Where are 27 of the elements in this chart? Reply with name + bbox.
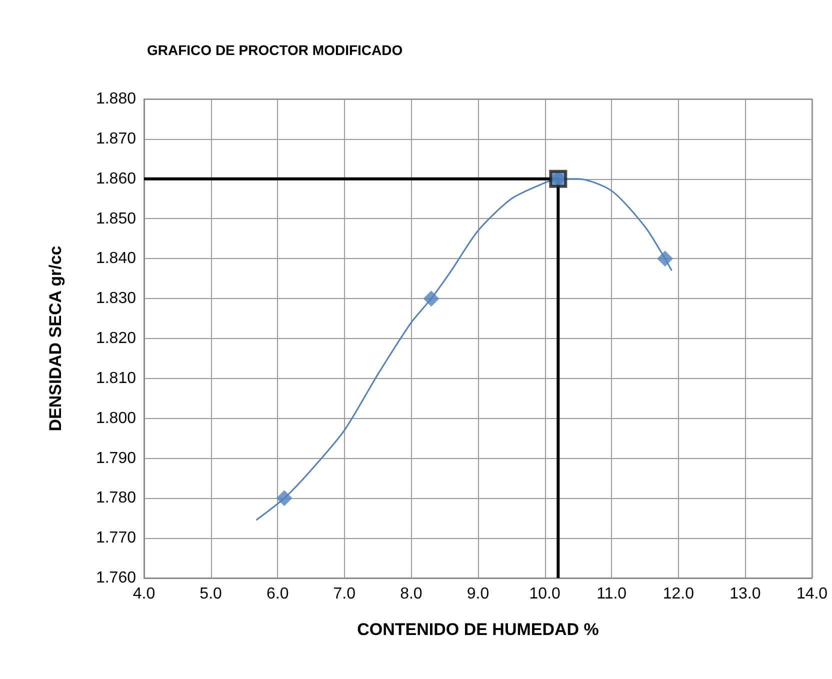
y-tick-label: 1.880 (96, 90, 136, 108)
y-axis-title: DENSIDAD SECA gr/cc (46, 246, 65, 432)
y-tick-label: 1.810 (96, 370, 136, 387)
y-tick-label: 1.860 (96, 170, 136, 188)
y-tick-label: 1.770 (96, 530, 136, 547)
x-tick-label: 12.0 (662, 586, 694, 602)
y-tick-label: 1.820 (96, 330, 136, 347)
x-tick-label: 4.0 (132, 586, 156, 602)
y-tick-label: 1.850 (96, 210, 136, 228)
x-tick-label: 11.0 (596, 586, 627, 602)
y-tick-label: 1.800 (96, 410, 136, 427)
x-tick-label: 6.0 (266, 586, 289, 602)
x-tick-label: 5.0 (200, 586, 222, 602)
x-axis-title: CONTENIDO DE HUMEDAD % (357, 620, 599, 639)
chart-title: GRAFICO DE PROCTOR MODIFICADO (147, 42, 403, 58)
y-tick-label: 1.840 (96, 250, 136, 268)
y-tick-label: 1.790 (96, 450, 136, 467)
y-tick-label: 1.830 (96, 290, 136, 308)
y-tick-label: 1.780 (96, 490, 136, 507)
x-tick-label: 7.0 (333, 586, 356, 602)
x-tick-label: 13.0 (730, 586, 761, 602)
y-tick-label: 1.760 (96, 570, 136, 586)
x-tick-label: 9.0 (466, 586, 490, 602)
x-tick-label: 8.0 (400, 586, 422, 602)
y-tick-label: 1.870 (96, 130, 136, 148)
x-tick-label: 10.0 (529, 586, 560, 602)
x-tick-label: 14.0 (796, 586, 828, 602)
